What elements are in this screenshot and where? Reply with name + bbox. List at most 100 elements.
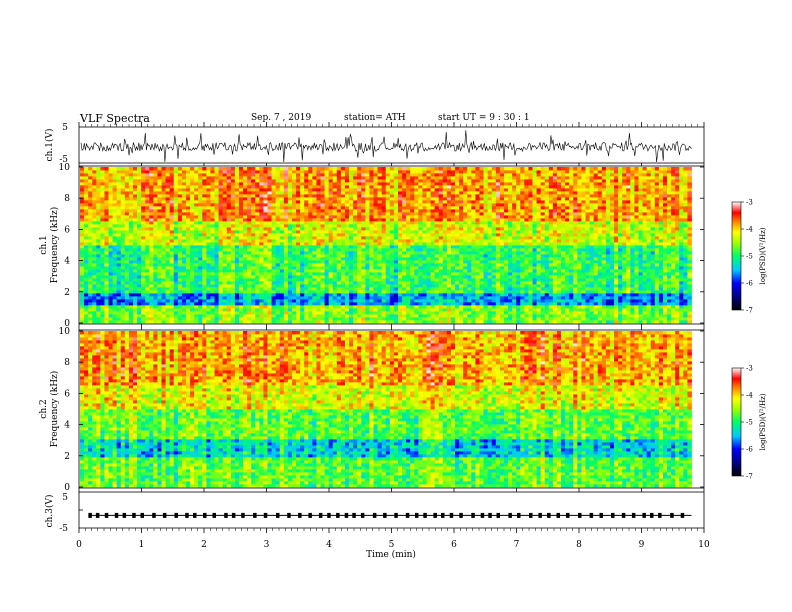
spectrogram-cell: [88, 266, 93, 270]
spectrogram-cell: [124, 275, 130, 279]
spectrogram-cell: [353, 287, 358, 291]
spectrogram-cell: [397, 242, 403, 246]
spectrogram-cell: [80, 212, 85, 216]
spectrogram-cell: [218, 281, 224, 285]
spectrogram-cell: [157, 221, 162, 225]
spectrogram-cell: [116, 212, 122, 216]
spectrogram-cell: [287, 167, 293, 171]
spectrogram-cell: [267, 170, 273, 174]
spectrogram-cell: [271, 200, 277, 204]
spectrogram-cell: [255, 215, 260, 219]
spectrogram-cell: [422, 167, 427, 171]
spectrogram-cell: [406, 236, 411, 240]
spectrogram-cell: [385, 227, 391, 231]
spectrogram-cell: [312, 278, 317, 282]
spectrogram-cell: [190, 197, 195, 201]
spectrogram-cell: [389, 167, 395, 171]
spectrogram-cell: [161, 251, 167, 255]
spectrogram-cell: [210, 257, 215, 261]
spectrogram-cell: [157, 233, 162, 237]
spectrogram-cell: [96, 263, 101, 267]
spectrogram-cell: [222, 290, 228, 294]
spectrogram-cell: [153, 284, 158, 288]
spectrogram-cell: [442, 290, 448, 294]
spectrogram-cell: [450, 245, 456, 249]
spectrogram-cell: [455, 272, 460, 276]
spectrogram-cell: [414, 185, 419, 189]
spectrogram-cell: [434, 236, 440, 240]
spectrogram-cell: [430, 197, 436, 201]
spectrogram-cell: [165, 167, 171, 171]
spectrogram-cell: [259, 197, 264, 201]
spectrogram-cell: [104, 239, 109, 243]
spectrogram-cell: [92, 317, 97, 321]
spectrogram-cell: [406, 284, 411, 288]
spectrogram-cell: [198, 296, 203, 300]
spectrogram-cell: [153, 179, 158, 183]
spectrogram-cell: [434, 221, 440, 225]
spectrogram-cell: [222, 203, 228, 207]
spectrogram-cell: [243, 170, 248, 174]
spectrogram-cell: [267, 320, 273, 324]
spectrogram-cell: [361, 224, 366, 228]
spectrogram-cell: [271, 257, 277, 261]
spectrogram-cell: [259, 260, 264, 264]
spectrogram-cell: [230, 278, 236, 282]
spectrogram-cell: [267, 188, 273, 192]
spectrogram-cell: [177, 185, 183, 189]
spectrogram-cell: [373, 188, 378, 192]
spectrogram-cell: [96, 236, 101, 240]
spectrogram-cell: [373, 221, 378, 225]
spectrogram-cell: [389, 203, 395, 207]
spectrogram-cell: [234, 173, 240, 177]
spectrogram-cell: [198, 308, 203, 312]
spectrogram-cell: [190, 239, 195, 243]
spectrogram-cell: [100, 170, 105, 174]
spectrogram-cell: [185, 308, 191, 312]
spectrogram-cell: [426, 275, 431, 279]
spectrogram-cell: [145, 221, 150, 225]
spectrogram-cell: [169, 233, 175, 237]
spectrogram-cell: [116, 182, 122, 186]
spectrogram-cell: [402, 233, 407, 237]
spectrogram-cell: [426, 212, 431, 216]
spectrogram-cell: [381, 287, 387, 291]
spectrogram-cell: [92, 260, 97, 264]
spectrogram-cell: [385, 311, 391, 315]
spectrogram-cell: [344, 257, 350, 261]
spectrogram-cell: [198, 278, 203, 282]
spectrogram-cell: [300, 173, 305, 177]
spectrogram-cell: [446, 314, 452, 318]
spectrogram-cell: [161, 266, 167, 270]
spectrogram-cell: [100, 176, 105, 180]
spectrogram-cell: [365, 305, 370, 309]
spectrogram-cell: [267, 245, 273, 249]
spectrogram-cell: [332, 209, 338, 213]
spectrogram-cell: [198, 203, 203, 207]
spectrogram-cell: [169, 227, 175, 231]
spectrogram-cell: [418, 248, 423, 252]
spectrogram-cell: [202, 167, 207, 171]
spectrogram-cell: [96, 170, 101, 174]
spectrogram-cell: [84, 221, 89, 225]
spectrogram-cell: [287, 212, 293, 216]
spectrogram-cell: [336, 314, 342, 318]
spectrogram-cell: [104, 278, 109, 282]
spectrogram-cell: [385, 320, 391, 324]
spectrogram-cell: [149, 167, 154, 171]
spectrogram-cell: [133, 278, 138, 282]
spectrogram-cell: [385, 179, 391, 183]
spectrogram-cell: [279, 305, 285, 309]
spectrogram-cell: [104, 185, 109, 189]
spectrogram-cell: [112, 182, 118, 186]
spectrogram-cell: [406, 170, 411, 174]
spectrogram-cell: [181, 188, 187, 192]
spectrogram-cell: [251, 182, 256, 186]
spectrogram-cell: [406, 257, 411, 261]
spectrogram-cell: [259, 257, 264, 261]
spectrogram-cell: [149, 179, 154, 183]
spectrogram-cell: [336, 215, 342, 219]
spectrogram-cell: [251, 170, 256, 174]
spectrogram-cell: [361, 278, 366, 282]
spectrogram-cell: [100, 263, 105, 267]
